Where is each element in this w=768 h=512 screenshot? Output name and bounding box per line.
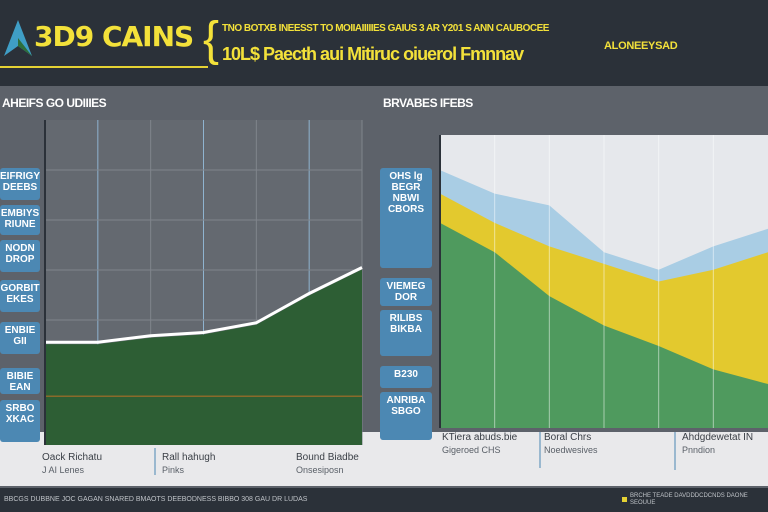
brace-decoration: {: [203, 13, 220, 66]
label-box: SRBO XKAC: [0, 400, 40, 442]
label-box: GORBIT EKES: [0, 280, 40, 312]
left-section-label: AHEIFS GO UDIIIES: [2, 96, 107, 110]
label-box: EIFRIGY DEEBS: [0, 168, 40, 200]
left-area-series: [45, 269, 362, 445]
footer-right-text: BRCHE TEADE DAVDDDCDCNDS DAONE SEOUUE: [630, 493, 748, 506]
caption-1: Oack Richatu J AI Lenes: [42, 452, 103, 475]
subtitle-line2: 10L$ Paecth aui Mitiruc oiuerol Fmnnav: [222, 44, 524, 64]
caption-4: KTiera abuds.bie Gigeroed CHS: [442, 432, 518, 455]
subtitle-line1: TNO BOTXB INEESST TO MOIIAIIIIIES GAIUS …: [222, 23, 549, 34]
footer: [0, 488, 768, 512]
caption-6: Ahdgdewetat IN Pnndion: [682, 432, 754, 455]
label-box: ANRIBA SBGO: [380, 392, 432, 440]
label-box: B230: [380, 366, 432, 388]
label-box: EMBIYS RIUNE: [0, 205, 40, 235]
label-box: RILIBS BIKBA: [380, 310, 432, 356]
subtitle-note: ALONEEYSAD: [604, 40, 678, 52]
label-box: NODN DROP: [0, 240, 40, 272]
label-box: OHS lg BEGR NBWI CBORS: [380, 168, 432, 268]
caption-2: Rall hahugh Pinks: [162, 452, 216, 475]
bullet-icon: [622, 497, 627, 502]
left-area-line: [45, 266, 363, 344]
label-box: ENBIE GII: [0, 322, 40, 354]
caption-5: Boral Chrs Noedwesives: [544, 432, 598, 455]
caption-3: Bound Biadbe Onsesiposn: [296, 452, 359, 475]
logo-icon: [4, 20, 32, 56]
label-box: VIEMEG DOR: [380, 278, 432, 306]
footer-left-text: BBCGS DUBBNE JOC GAGAN SNARED BMAOTS DEE…: [4, 496, 308, 503]
title-underline: [0, 66, 208, 68]
label-box: BIBIE EAN: [0, 368, 40, 394]
header: [0, 0, 768, 86]
right-section-label: BRVABES IFEBS: [383, 96, 473, 110]
page-title: 3D9 CAINS: [34, 20, 194, 53]
